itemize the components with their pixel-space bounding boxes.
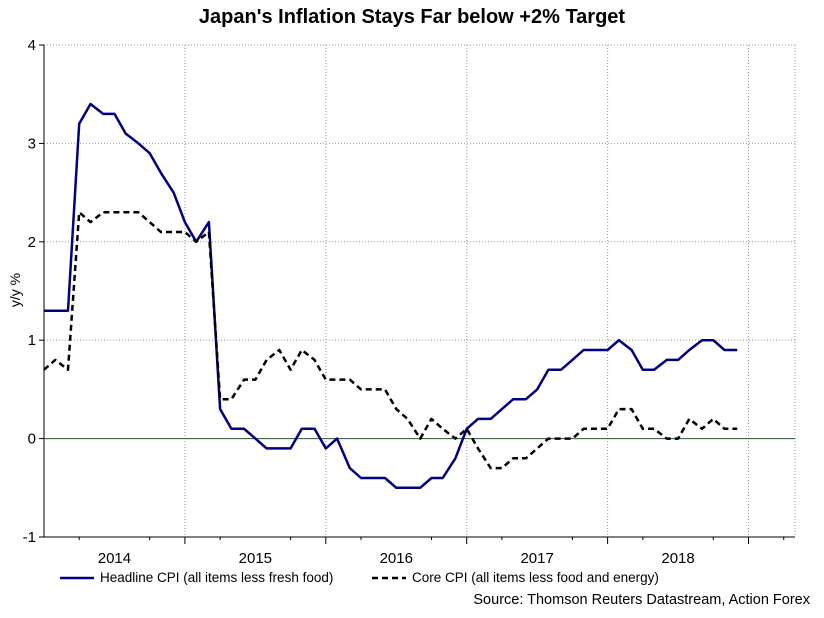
y-tick-label: 4 (28, 37, 36, 54)
tick-labels: -1 0 1 2 3 4 2014 2015 2016 2017 2018 (23, 37, 695, 567)
series-line-headline-cpi (44, 102, 738, 490)
legend-label-headline: Headline CPI (all items less fresh food) (100, 570, 334, 585)
y-tick-label: 3 (28, 135, 36, 152)
y-tick-label: 2 (28, 234, 36, 251)
chart-title: Japan's Inflation Stays Far below +2% Ta… (198, 6, 626, 28)
x-tick-label: 2014 (98, 550, 131, 567)
x-tick-label: 2015 (239, 550, 272, 567)
y-tick-label: 1 (28, 332, 36, 349)
series-line-core-cpi (43, 211, 738, 470)
y-axis-label: y/y % (7, 273, 23, 307)
axes (39, 44, 795, 544)
legend-swatch-core (372, 576, 406, 579)
legend-label-core: Core CPI (all items less food and energy… (412, 570, 659, 585)
legend-item-core: Core CPI (all items less food and energy… (372, 570, 659, 585)
y-tick-label: -1 (23, 529, 36, 546)
gridlines (44, 44, 796, 538)
legend-item-headline: Headline CPI (all items less fresh food) (60, 570, 333, 585)
x-tick-label: 2018 (661, 550, 694, 567)
x-tick-label: 2017 (520, 550, 553, 567)
y-tick-label: 0 (28, 431, 36, 448)
series-lines (43, 102, 738, 490)
source-note: Source: Thomson Reuters Datastream, Acti… (473, 592, 810, 608)
legend-swatch-headline (60, 576, 94, 579)
x-tick-label: 2016 (380, 550, 413, 567)
